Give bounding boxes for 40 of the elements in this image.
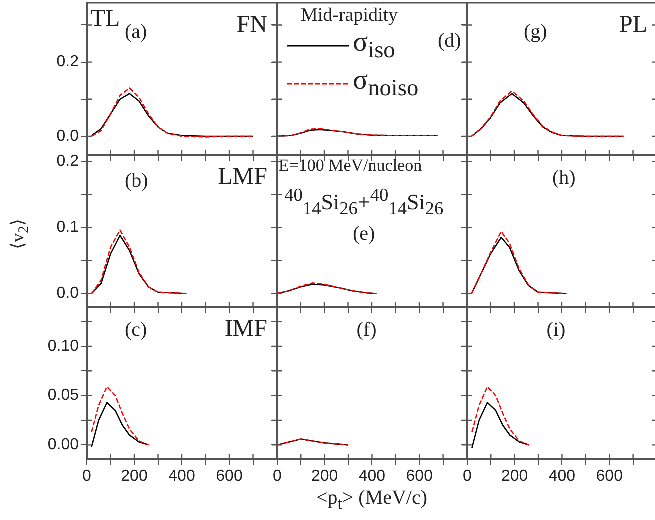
line-series <box>91 386 150 446</box>
annotation: IMF <box>224 316 268 342</box>
x-tick-label: 600 <box>596 468 624 486</box>
y-tick-label: 0.0 <box>56 285 80 302</box>
x-tick-label: 600 <box>216 468 243 486</box>
x-tick-label: 600 <box>406 468 434 486</box>
y-tick-label: 0.2 <box>56 54 80 71</box>
annotation: (i) <box>546 319 566 342</box>
x-tick-label: 200 <box>311 468 338 486</box>
annotation: PL <box>619 12 648 38</box>
legend-title: Mid-rapidity <box>300 5 400 27</box>
x-tick-label: 400 <box>358 468 386 486</box>
y-tick-label: 0.10 <box>48 338 80 355</box>
legend-label: σ$_{iso}$ <box>353 27 396 65</box>
annotation: (a) <box>125 21 148 44</box>
annotation: LMF <box>218 164 268 190</box>
annotation: E=100 MeV/nucleon <box>278 156 422 176</box>
annotation: (g) <box>524 21 548 44</box>
y-tick-label: 0.2 <box>56 153 80 170</box>
y-tick-label: 0.05 <box>48 387 80 404</box>
x-axis-title: <p$_{t}$> (MeV/c) <box>315 487 429 514</box>
x-tick-label: 200 <box>501 468 528 486</box>
annotation: (d) <box>438 30 462 52</box>
y-tick-label: 0.0 <box>56 128 80 145</box>
annotation: TL <box>90 6 120 32</box>
annotation: (h) <box>552 167 576 190</box>
annotation: (e) <box>353 223 376 246</box>
annotation: FN <box>236 12 268 38</box>
x-tick-label: 0 <box>462 468 472 486</box>
x-tick-label: 400 <box>168 468 196 486</box>
annotation: (c) <box>125 319 148 342</box>
annotation: (b) <box>125 170 148 192</box>
x-tick-label: 400 <box>548 468 576 486</box>
legend-label: σ$_{noiso}$ <box>353 65 419 103</box>
y-tick-label: 0.00 <box>48 436 80 454</box>
x-tick-label: 200 <box>121 468 148 486</box>
x-tick-label: 0 <box>272 468 282 486</box>
x-tick-label: 0 <box>82 468 92 486</box>
annotation: (f) <box>356 319 377 342</box>
y-tick-label: 0.1 <box>56 219 80 236</box>
